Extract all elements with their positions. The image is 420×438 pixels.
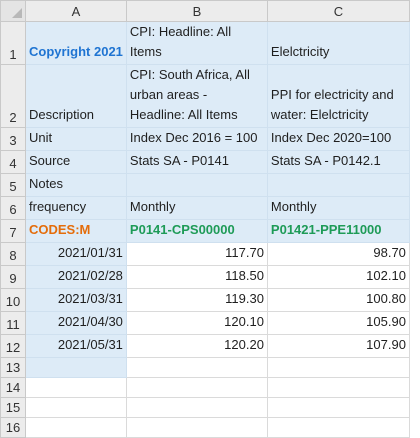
row-header[interactable]: 15: [0, 397, 26, 418]
cell-a4[interactable]: Source: [25, 150, 127, 174]
column-header-b[interactable]: B: [125, 0, 268, 22]
cell-c5[interactable]: [266, 173, 410, 197]
cell-b15[interactable]: [125, 397, 268, 418]
cell-b6[interactable]: Monthly: [125, 196, 268, 220]
cell-c13[interactable]: [266, 357, 410, 378]
cell-a8[interactable]: 2021/01/31: [25, 242, 127, 266]
cell-a12[interactable]: 2021/05/31: [25, 334, 127, 358]
cell-c16[interactable]: [266, 417, 410, 438]
row-header[interactable]: 9: [0, 265, 26, 289]
row-header[interactable]: 10: [0, 288, 26, 312]
column-header-a[interactable]: A: [25, 0, 127, 22]
cell-a7[interactable]: CODES:M: [25, 219, 127, 243]
cell-b5[interactable]: [125, 173, 268, 197]
cell-c10[interactable]: 100.80: [266, 288, 410, 312]
column-header-c[interactable]: C: [266, 0, 410, 22]
cell-b9[interactable]: 118.50: [125, 265, 268, 289]
cell-b8[interactable]: 117.70: [125, 242, 268, 266]
cell-c6[interactable]: Monthly: [266, 196, 410, 220]
cell-c11[interactable]: 105.90: [266, 311, 410, 335]
cell-c8[interactable]: 98.70: [266, 242, 410, 266]
cell-b3[interactable]: Index Dec 2016 = 100: [125, 127, 268, 151]
row-header[interactable]: 8: [0, 242, 26, 266]
cell-b13[interactable]: [125, 357, 268, 378]
row-header[interactable]: 12: [0, 334, 26, 358]
cell-b4[interactable]: Stats SA - P0141: [125, 150, 268, 174]
cell-c14[interactable]: [266, 377, 410, 398]
row-header[interactable]: 16: [0, 417, 26, 438]
worksheet-grid: A B C 1 Copyright 2021 CPI: Headline: Al…: [0, 0, 410, 438]
cell-a3[interactable]: Unit: [25, 127, 127, 151]
cell-a15[interactable]: [25, 397, 127, 418]
cell-a14[interactable]: [25, 377, 127, 398]
cell-b11[interactable]: 120.10: [125, 311, 268, 335]
cell-a10[interactable]: 2021/03/31: [25, 288, 127, 312]
row-header[interactable]: 13: [0, 357, 26, 378]
cell-b16[interactable]: [125, 417, 268, 438]
cell-c12[interactable]: 107.90: [266, 334, 410, 358]
row-header[interactable]: 6: [0, 196, 26, 220]
cell-b7[interactable]: P0141-CPS00000: [125, 219, 268, 243]
row-header[interactable]: 2: [0, 64, 26, 128]
cell-b12[interactable]: 120.20: [125, 334, 268, 358]
cell-a16[interactable]: [25, 417, 127, 438]
row-header[interactable]: 3: [0, 127, 26, 151]
cell-c3[interactable]: Index Dec 2020=100: [266, 127, 410, 151]
row-header[interactable]: 5: [0, 173, 26, 197]
row-header[interactable]: 14: [0, 377, 26, 398]
cell-c7[interactable]: P01421-PPE11000: [266, 219, 410, 243]
cell-b10[interactable]: 119.30: [125, 288, 268, 312]
cell-a9[interactable]: 2021/02/28: [25, 265, 127, 289]
row-header[interactable]: 1: [0, 21, 26, 65]
cell-b1[interactable]: CPI: Headline: All Items: [125, 21, 268, 65]
cell-a2[interactable]: Description: [25, 64, 127, 128]
spreadsheet: A B C 1 Copyright 2021 CPI: Headline: Al…: [0, 0, 410, 438]
row-header[interactable]: 11: [0, 311, 26, 335]
cell-c1[interactable]: Elelctricity: [266, 21, 410, 65]
cell-c4[interactable]: Stats SA - P0142.1: [266, 150, 410, 174]
cell-a5[interactable]: Notes: [25, 173, 127, 197]
cell-a6[interactable]: frequency: [25, 196, 127, 220]
cell-a1[interactable]: Copyright 2021: [25, 21, 127, 65]
cell-c2[interactable]: PPI for electricity and water: Elelctric…: [266, 64, 410, 128]
cell-b2[interactable]: CPI: South Africa, All urban areas - Hea…: [125, 64, 268, 128]
cell-c15[interactable]: [266, 397, 410, 418]
row-header[interactable]: 4: [0, 150, 26, 174]
cell-c9[interactable]: 102.10: [266, 265, 410, 289]
row-header[interactable]: 7: [0, 219, 26, 243]
cell-a13[interactable]: [25, 357, 127, 378]
cell-b14[interactable]: [125, 377, 268, 398]
cell-a11[interactable]: 2021/04/30: [25, 311, 127, 335]
select-all-corner[interactable]: [0, 0, 26, 22]
